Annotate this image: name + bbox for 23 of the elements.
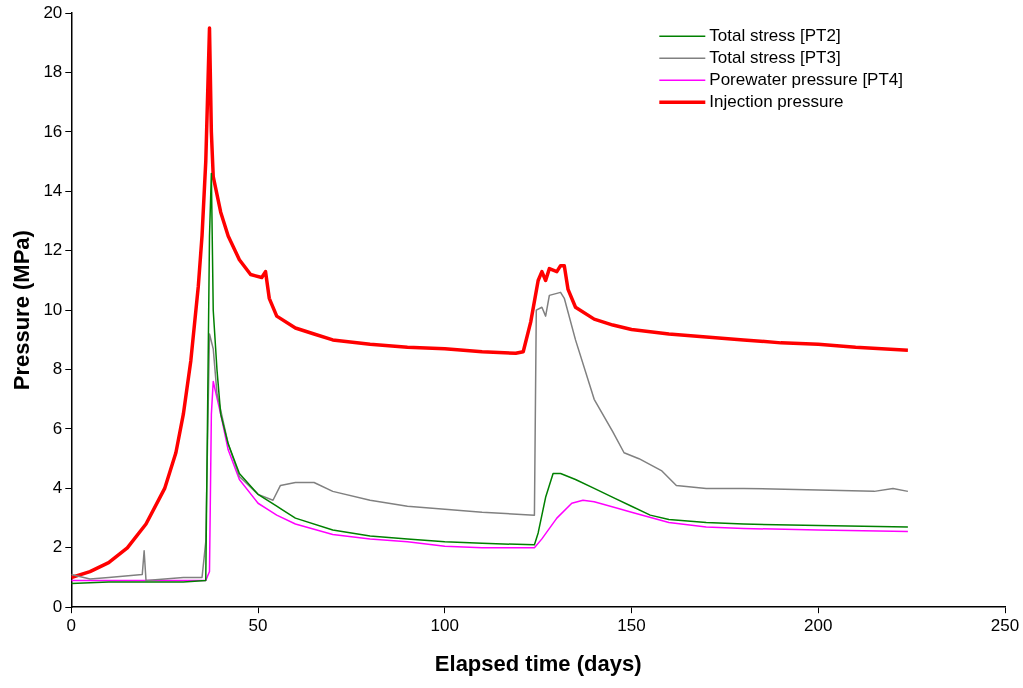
y-tick-label: 0	[52, 596, 63, 616]
legend-label: Total stress [PT3]	[709, 47, 841, 67]
y-tick-label: 4	[52, 478, 63, 498]
y-tick-label: 12	[43, 240, 63, 260]
x-tick-label: 200	[804, 616, 833, 636]
y-tick-label: 10	[43, 299, 63, 319]
y-tick-label: 14	[43, 181, 63, 201]
x-tick-label: 100	[430, 616, 459, 636]
y-tick-label: 8	[52, 359, 63, 379]
x-tick-label: 250	[990, 616, 1020, 636]
x-tick-label: 50	[248, 616, 268, 636]
x-tick-label: 0	[66, 616, 77, 636]
x-tick-label: 150	[617, 616, 646, 636]
y-tick-label: 16	[43, 121, 63, 141]
legend-label: Injection pressure	[709, 91, 844, 111]
y-axis-title: Pressure (MPa)	[9, 230, 35, 391]
y-tick-label: 2	[52, 537, 63, 557]
x-axis-title: Elapsed time (days)	[434, 650, 642, 676]
y-tick-label: 20	[43, 2, 63, 22]
y-tick-label: 6	[52, 418, 63, 438]
legend-label: Total stress [PT2]	[709, 25, 841, 45]
y-tick-label: 18	[43, 62, 63, 82]
legend-label: Porewater pressure [PT4]	[709, 69, 904, 89]
